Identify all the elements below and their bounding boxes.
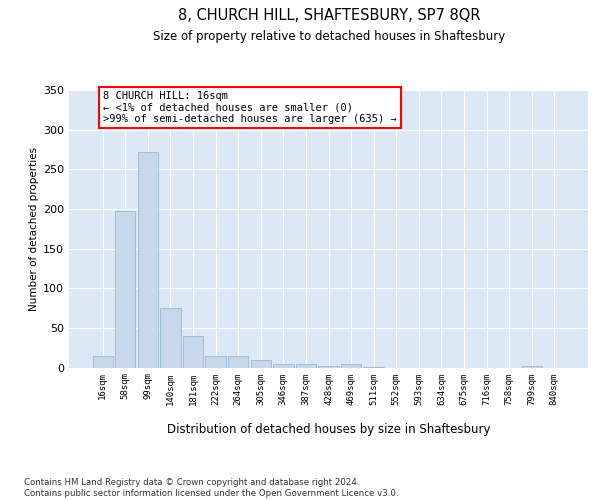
Bar bbox=[160, 308, 181, 368]
Text: Size of property relative to detached houses in Shaftesbury: Size of property relative to detached ho… bbox=[152, 30, 505, 43]
Text: Contains HM Land Registry data © Crown copyright and database right 2024.
Contai: Contains HM Land Registry data © Crown c… bbox=[24, 478, 398, 498]
Text: 8 CHURCH HILL: 16sqm
← <1% of detached houses are smaller (0)
>99% of semi-detac: 8 CHURCH HILL: 16sqm ← <1% of detached h… bbox=[103, 91, 397, 124]
Bar bbox=[205, 356, 226, 368]
Bar bbox=[251, 360, 271, 368]
Text: 8, CHURCH HILL, SHAFTESBURY, SP7 8QR: 8, CHURCH HILL, SHAFTESBURY, SP7 8QR bbox=[178, 8, 480, 22]
Text: Distribution of detached houses by size in Shaftesbury: Distribution of detached houses by size … bbox=[167, 422, 491, 436]
Y-axis label: Number of detached properties: Number of detached properties bbox=[29, 146, 39, 311]
Bar bbox=[273, 364, 293, 368]
Bar bbox=[92, 356, 113, 368]
Bar bbox=[319, 366, 338, 368]
Bar bbox=[183, 336, 203, 368]
Bar bbox=[364, 366, 384, 368]
Bar bbox=[138, 152, 158, 368]
Bar bbox=[115, 210, 136, 368]
Bar bbox=[521, 366, 542, 368]
Bar bbox=[296, 364, 316, 368]
Bar bbox=[341, 364, 361, 368]
Bar bbox=[228, 356, 248, 368]
